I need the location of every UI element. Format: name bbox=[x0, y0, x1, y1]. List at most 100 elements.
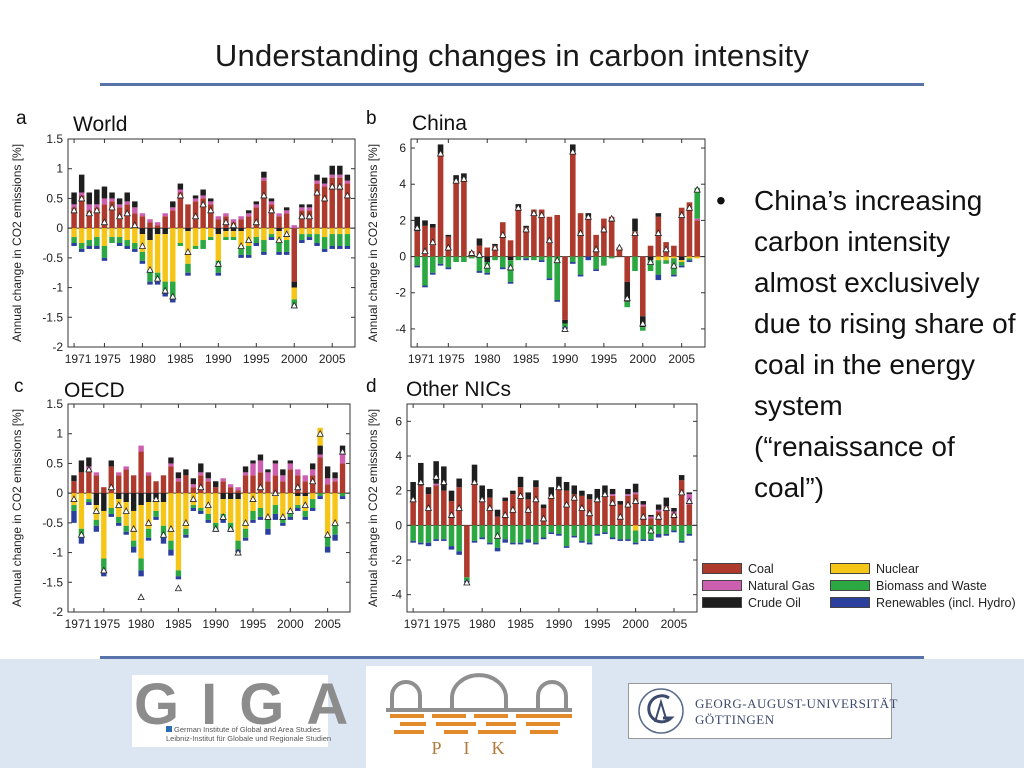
bar-segment bbox=[265, 519, 271, 529]
bar-segment bbox=[310, 493, 316, 500]
bar-segment bbox=[299, 204, 305, 208]
bar-segment bbox=[170, 210, 176, 229]
bar-segment bbox=[594, 499, 601, 526]
bar-segment bbox=[678, 265, 685, 268]
goettingen-logo[interactable]: GEORG-AUGUST-UNIVERSITÄT GÖTTINGEN bbox=[628, 683, 897, 739]
bar-segment bbox=[276, 216, 282, 229]
bar-segment bbox=[324, 484, 331, 494]
giga-square-icon bbox=[166, 726, 172, 732]
bar-segment bbox=[310, 475, 316, 494]
bar-segment bbox=[678, 475, 685, 481]
bar-segment bbox=[235, 499, 241, 541]
title-divider bbox=[100, 83, 924, 86]
bar-segment bbox=[86, 245, 92, 249]
bar-segment bbox=[153, 510, 159, 517]
total-marker bbox=[245, 236, 253, 243]
bar-segment bbox=[261, 171, 267, 178]
bar-segment bbox=[569, 151, 576, 257]
bar-segment bbox=[418, 462, 424, 486]
bar-segment bbox=[571, 535, 578, 538]
bar-segment bbox=[208, 204, 214, 229]
bar-segment bbox=[272, 463, 279, 476]
bar-segment bbox=[215, 219, 222, 229]
bar-segment bbox=[160, 493, 167, 503]
total-marker bbox=[131, 221, 139, 229]
bar-segment bbox=[448, 546, 455, 550]
bar-segment bbox=[632, 494, 639, 526]
bar-segment bbox=[139, 213, 146, 217]
legend-label: Biomass and Waste bbox=[876, 579, 987, 593]
bar-segment bbox=[515, 256, 522, 261]
total-marker bbox=[647, 526, 655, 534]
bar-segment bbox=[198, 493, 204, 508]
bar-segment bbox=[494, 509, 501, 517]
bar-segment bbox=[71, 505, 77, 511]
bar-segment bbox=[624, 256, 631, 282]
bar-segment bbox=[257, 493, 264, 508]
bar-segment bbox=[101, 257, 108, 261]
bar-segment bbox=[655, 216, 662, 257]
bar-segment bbox=[671, 525, 677, 531]
bar-segment bbox=[192, 195, 199, 199]
giga-logo[interactable]: GIGA German Institute of Global and Area… bbox=[132, 672, 348, 747]
total-marker bbox=[271, 489, 280, 497]
bar-segment bbox=[476, 238, 483, 246]
pik-logo[interactable]: PIK bbox=[366, 666, 592, 768]
bar-segment bbox=[245, 210, 252, 214]
bar-segment bbox=[571, 494, 578, 526]
x-tick-label: 2000 bbox=[281, 352, 308, 366]
bar-segment bbox=[223, 228, 229, 232]
bar-segment bbox=[533, 487, 539, 526]
total-marker bbox=[475, 250, 484, 258]
total-marker bbox=[298, 212, 306, 220]
bar-segment bbox=[492, 245, 498, 257]
total-marker bbox=[167, 524, 175, 532]
bar-segment bbox=[332, 493, 338, 526]
bar-segment bbox=[329, 174, 335, 178]
y-tick-label: 1.5 bbox=[46, 397, 63, 411]
bar-segment bbox=[276, 228, 282, 232]
bar-segment bbox=[609, 495, 616, 526]
total-marker bbox=[444, 243, 453, 251]
bar-segment bbox=[533, 525, 539, 543]
x-tick-label: 1975 bbox=[93, 617, 120, 631]
bar-segment bbox=[317, 445, 323, 455]
bar-segment bbox=[215, 228, 222, 235]
bar-segment bbox=[648, 516, 654, 519]
total-marker bbox=[639, 319, 647, 327]
y-tick-label: -4 bbox=[395, 322, 406, 336]
legend-label: Renewables (incl. Hydro) bbox=[876, 596, 1016, 610]
bar-segment bbox=[437, 256, 444, 264]
bar-segment bbox=[153, 499, 159, 511]
total-marker bbox=[100, 566, 108, 574]
bar-segment bbox=[139, 260, 146, 264]
bar-segment bbox=[445, 256, 452, 268]
bar-segment bbox=[538, 256, 545, 261]
y-axis-label: Annual change in CO2 emissions [%] bbox=[10, 144, 24, 342]
bar-segment bbox=[86, 192, 92, 205]
bar-segment bbox=[655, 534, 662, 538]
bar-segment bbox=[93, 525, 100, 532]
bar-segment bbox=[422, 256, 428, 286]
x-tick-label: 1971 bbox=[404, 617, 431, 631]
bar-segment bbox=[145, 493, 152, 503]
bar-segment bbox=[310, 469, 316, 476]
bar-segment bbox=[593, 269, 599, 272]
bar-segment bbox=[250, 475, 256, 494]
bar-segment bbox=[299, 234, 305, 241]
bar-segment bbox=[177, 243, 184, 246]
bar-segment bbox=[671, 508, 677, 512]
bar-segment bbox=[632, 231, 638, 257]
x-tick-label: 1985 bbox=[507, 617, 534, 631]
bar-segment bbox=[517, 487, 524, 526]
total-marker bbox=[70, 495, 78, 502]
y-tick-label: -2 bbox=[391, 553, 402, 567]
total-marker bbox=[237, 242, 245, 249]
bar-segment bbox=[78, 460, 85, 473]
bar-segment bbox=[510, 525, 516, 543]
total-marker bbox=[631, 497, 640, 504]
bar-segment bbox=[540, 525, 547, 538]
total-marker bbox=[493, 531, 502, 539]
bar-segment bbox=[124, 245, 130, 249]
bar-segment bbox=[280, 469, 286, 476]
